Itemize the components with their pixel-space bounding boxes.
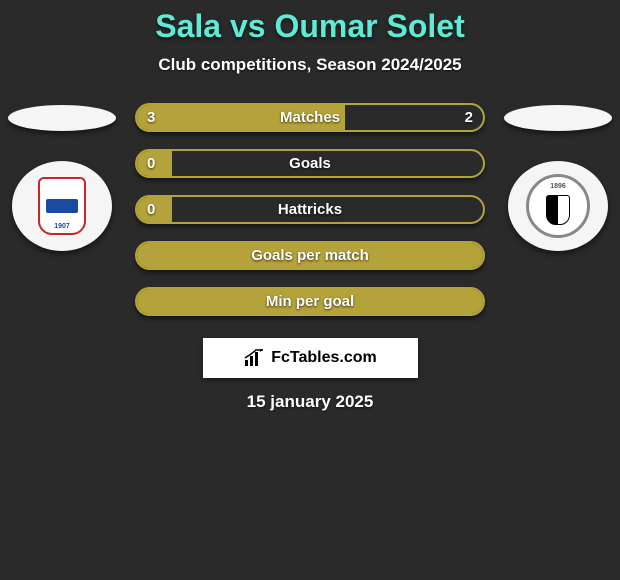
brand-text: FcTables.com [271,349,377,367]
stat-bar: Goals per match [135,241,485,270]
stat-bar: 0 Goals [135,149,485,178]
udinese-crest-icon [526,174,590,238]
stat-left-value: 3 [147,109,155,126]
date-label: 15 january 2025 [0,392,620,412]
brand-box: FcTables.com [203,338,418,378]
stat-right-value: 2 [465,109,473,126]
stat-left-value: 0 [147,155,155,172]
left-club-badge [12,161,112,251]
stat-bar: 3 Matches 2 [135,103,485,132]
stat-left-value: 0 [147,201,155,218]
como-crest-icon [38,177,86,235]
stat-label: Hattricks [278,201,342,218]
right-player-silhouette [504,105,612,131]
stat-label: Goals per match [251,247,369,264]
comparison-card: Sala vs Oumar Solet Club competitions, S… [0,0,620,412]
right-player-col [503,103,613,251]
stat-bar: Min per goal [135,287,485,316]
stat-label: Matches [280,109,340,126]
stat-label: Goals [289,155,331,172]
left-player-silhouette [8,105,116,131]
stat-label: Min per goal [266,293,354,310]
stat-bar: 0 Hattricks [135,195,485,224]
subtitle: Club competitions, Season 2024/2025 [0,55,620,75]
left-player-col [7,103,117,251]
stat-bars: 3 Matches 2 0 Goals 0 Hattricks Goals per match… [135,103,485,316]
main-row: 3 Matches 2 0 Goals 0 Hattricks Goals per match… [0,103,620,316]
page-title: Sala vs Oumar Solet [0,8,620,45]
right-club-badge [508,161,608,251]
bar-chart-icon [243,349,265,367]
